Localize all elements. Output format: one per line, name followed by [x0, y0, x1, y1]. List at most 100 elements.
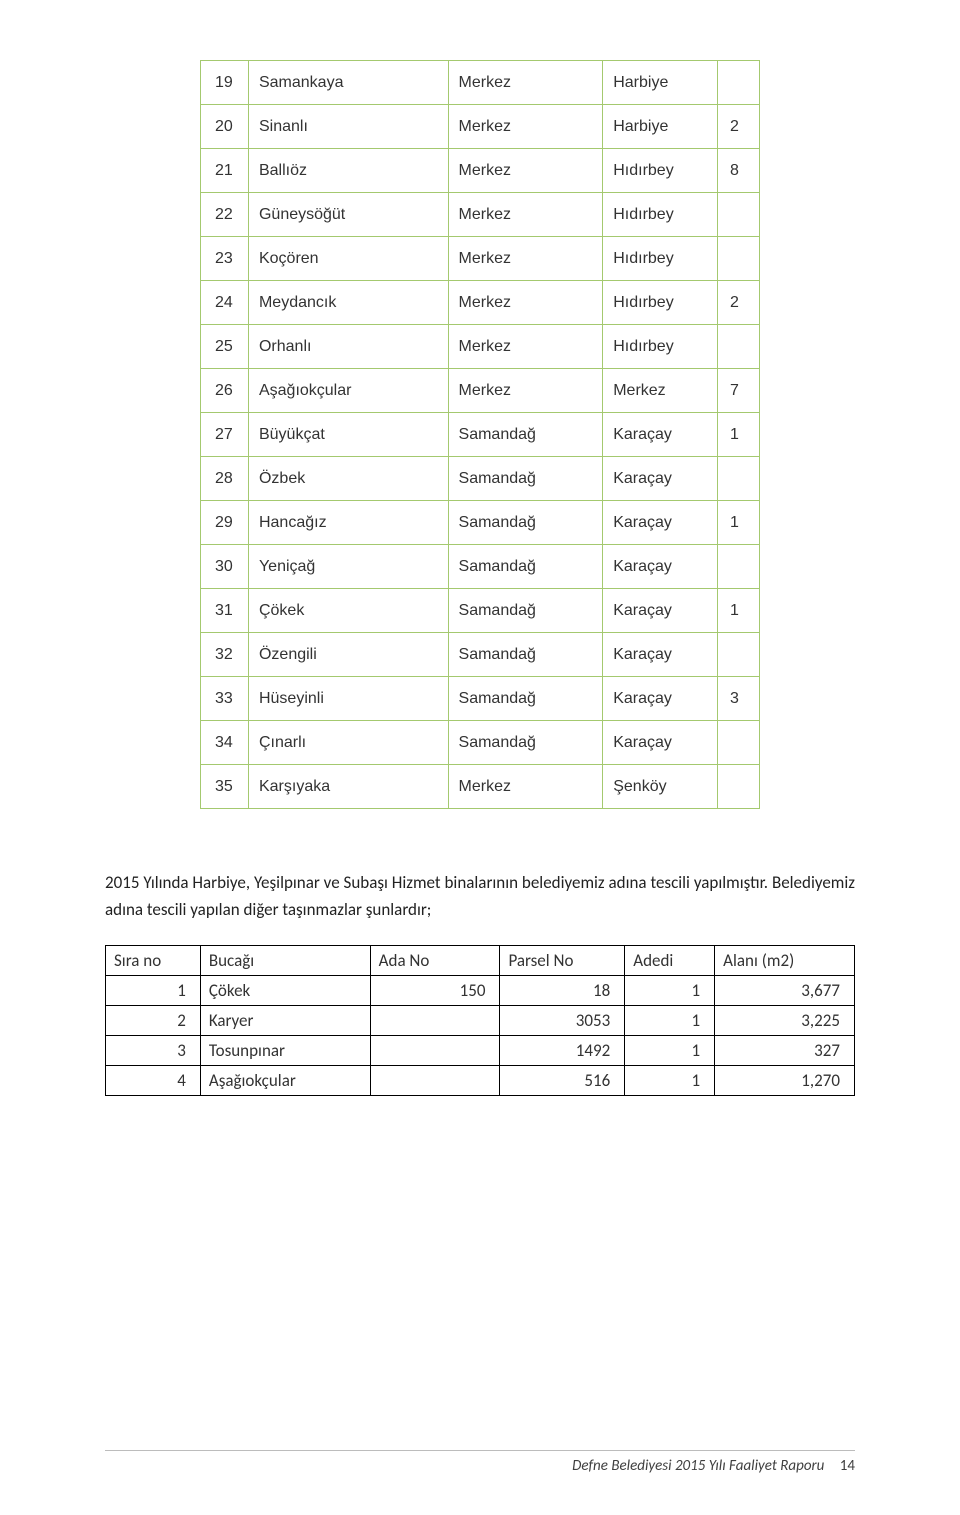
cell-ilce: Merkez	[448, 193, 603, 237]
cell-aded: 1	[625, 1006, 715, 1036]
cell-ada	[370, 1006, 500, 1036]
parcels-table-head: Sıra no Bucağı Ada No Parsel No Adedi Al…	[106, 946, 855, 976]
table-row: 2 Karyer 3053 1 3,225	[106, 1006, 855, 1036]
cell-ilce: Merkez	[448, 61, 603, 105]
table-row: 25 Orhanlı Merkez Hıdırbey	[201, 325, 760, 369]
cell-ilce: Merkez	[448, 325, 603, 369]
footer-page-number: 14	[840, 1457, 855, 1475]
cell-bucak: Karyer	[200, 1006, 370, 1036]
cell-parsel: 3053	[500, 1006, 625, 1036]
cell-bucak: Çökek	[200, 976, 370, 1006]
cell-name: Güneysöğüt	[248, 193, 448, 237]
cell-name: Orhanlı	[248, 325, 448, 369]
cell-ilce: Samandağ	[448, 589, 603, 633]
cell-num: 25	[201, 325, 249, 369]
cell-num: 32	[201, 633, 249, 677]
districts-table: 19 Samankaya Merkez Harbiye 20 Sinanlı M…	[200, 60, 760, 809]
cell-count: 1	[718, 413, 760, 457]
table-row: 35 Karşıyaka Merkez Şenköy	[201, 765, 760, 809]
cell-ilce: Samandağ	[448, 721, 603, 765]
cell-name: Samankaya	[248, 61, 448, 105]
parcels-table: Sıra no Bucağı Ada No Parsel No Adedi Al…	[105, 945, 855, 1096]
cell-name: Çınarlı	[248, 721, 448, 765]
cell-parsel: 1492	[500, 1036, 625, 1066]
cell-count: 1	[718, 501, 760, 545]
cell-num: 24	[201, 281, 249, 325]
cell-mahalle: Karaçay	[603, 677, 718, 721]
cell-count	[718, 61, 760, 105]
cell-aded: 1	[625, 1036, 715, 1066]
cell-mahalle: Hıdırbey	[603, 325, 718, 369]
cell-count	[718, 633, 760, 677]
cell-name: Hancağız	[248, 501, 448, 545]
header-parsel: Parsel No	[500, 946, 625, 976]
cell-name: Meydancık	[248, 281, 448, 325]
cell-ada: 150	[370, 976, 500, 1006]
cell-num: 20	[201, 105, 249, 149]
cell-aded: 1	[625, 1066, 715, 1096]
cell-ada	[370, 1066, 500, 1096]
cell-num: 19	[201, 61, 249, 105]
cell-num: 35	[201, 765, 249, 809]
cell-num: 33	[201, 677, 249, 721]
header-bucak: Bucağı	[200, 946, 370, 976]
table-row: 22 Güneysöğüt Merkez Hıdırbey	[201, 193, 760, 237]
table-row: 21 Ballıöz Merkez Hıdırbey 8	[201, 149, 760, 193]
cell-count: 7	[718, 369, 760, 413]
cell-num: 29	[201, 501, 249, 545]
cell-mahalle: Harbiye	[603, 105, 718, 149]
cell-count: 8	[718, 149, 760, 193]
cell-ilce: Samandağ	[448, 457, 603, 501]
cell-count	[718, 545, 760, 589]
cell-alan: 327	[715, 1036, 855, 1066]
cell-mahalle: Hıdırbey	[603, 149, 718, 193]
cell-mahalle: Karaçay	[603, 633, 718, 677]
header-sira: Sıra no	[106, 946, 201, 976]
cell-num: 26	[201, 369, 249, 413]
cell-mahalle: Karaçay	[603, 501, 718, 545]
cell-name: Karşıyaka	[248, 765, 448, 809]
cell-mahalle: Karaçay	[603, 721, 718, 765]
cell-ilce: Merkez	[448, 281, 603, 325]
footer-rule	[105, 1450, 855, 1451]
cell-mahalle: Karaçay	[603, 545, 718, 589]
cell-count	[718, 457, 760, 501]
table-row: 29 Hancağız Samandağ Karaçay 1	[201, 501, 760, 545]
cell-name: Aşağıokçular	[248, 369, 448, 413]
cell-mahalle: Harbiye	[603, 61, 718, 105]
header-aded: Adedi	[625, 946, 715, 976]
table-row: 27 Büyükçat Samandağ Karaçay 1	[201, 413, 760, 457]
cell-name: Özbek	[248, 457, 448, 501]
cell-ilce: Merkez	[448, 765, 603, 809]
table-row: 24 Meydancık Merkez Hıdırbey 2	[201, 281, 760, 325]
cell-mahalle: Hıdırbey	[603, 193, 718, 237]
table-row: 3 Tosunpınar 1492 1 327	[106, 1036, 855, 1066]
cell-mahalle: Hıdırbey	[603, 281, 718, 325]
cell-num: 30	[201, 545, 249, 589]
cell-name: Özengili	[248, 633, 448, 677]
table-row: 23 Koçören Merkez Hıdırbey	[201, 237, 760, 281]
body-paragraph: 2015 Yılında Harbiye, Yeşilpınar ve Suba…	[105, 869, 855, 923]
table-row: 32 Özengili Samandağ Karaçay	[201, 633, 760, 677]
cell-count: 3	[718, 677, 760, 721]
cell-aded: 1	[625, 976, 715, 1006]
cell-ilce: Samandağ	[448, 545, 603, 589]
cell-sira: 4	[106, 1066, 201, 1096]
cell-count	[718, 721, 760, 765]
cell-sira: 2	[106, 1006, 201, 1036]
cell-count	[718, 193, 760, 237]
cell-num: 22	[201, 193, 249, 237]
cell-mahalle: Hıdırbey	[603, 237, 718, 281]
cell-count: 1	[718, 589, 760, 633]
cell-count: 2	[718, 105, 760, 149]
cell-ilce: Samandağ	[448, 501, 603, 545]
table-row: 28 Özbek Samandağ Karaçay	[201, 457, 760, 501]
cell-num: 23	[201, 237, 249, 281]
cell-mahalle: Karaçay	[603, 589, 718, 633]
parcels-table-body: 1 Çökek 150 18 1 3,677 2 Karyer 3053 1 3…	[106, 976, 855, 1096]
cell-mahalle: Karaçay	[603, 457, 718, 501]
cell-name: Çökek	[248, 589, 448, 633]
cell-parsel: 516	[500, 1066, 625, 1096]
table-header-row: Sıra no Bucağı Ada No Parsel No Adedi Al…	[106, 946, 855, 976]
cell-name: Yeniçağ	[248, 545, 448, 589]
